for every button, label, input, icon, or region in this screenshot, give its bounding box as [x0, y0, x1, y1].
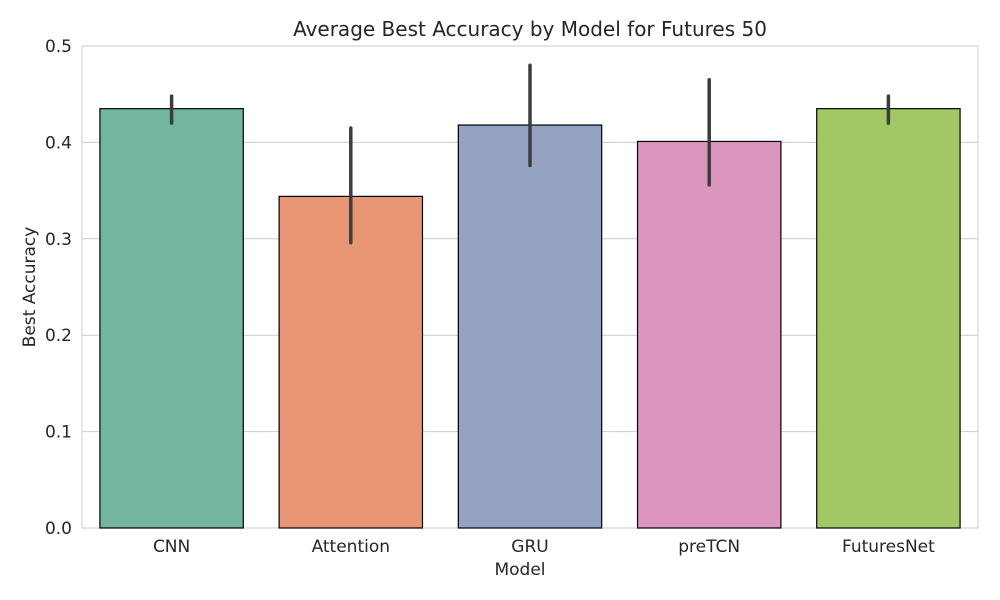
y-tick-label: 0.0: [45, 519, 72, 539]
chart-title: Average Best Accuracy by Model for Futur…: [293, 17, 767, 41]
bars: [99, 108, 961, 529]
x-tick-label: FuturesNet: [842, 537, 935, 557]
bar-pretcn: [636, 140, 782, 529]
y-tick-label: 0.2: [45, 326, 72, 346]
x-tick-label: Attention: [312, 537, 390, 557]
x-tick-label: GRU: [511, 537, 548, 557]
y-tick-label: 0.4: [45, 133, 72, 153]
x-axis-label: Model: [494, 560, 545, 580]
bar-cnn: [99, 108, 244, 529]
bar-gru: [457, 124, 603, 529]
error-bars: [169, 63, 891, 245]
x-tick-label: preTCN: [678, 537, 740, 557]
y-tick-label: 0.1: [45, 423, 72, 443]
x-tick-label: CNN: [153, 537, 190, 557]
y-axis-label: Best Accuracy: [20, 227, 40, 348]
y-tick-label: 0.5: [45, 37, 72, 57]
y-tick-label: 0.3: [45, 230, 72, 250]
x-tick-labels: CNN Attention GRU preTCN FuturesNet: [153, 537, 935, 557]
y-tick-labels: 0.0 0.1 0.2 0.3 0.4 0.5: [45, 37, 72, 539]
bar-attention: [278, 195, 424, 529]
bar-futuresnet: [816, 108, 961, 529]
